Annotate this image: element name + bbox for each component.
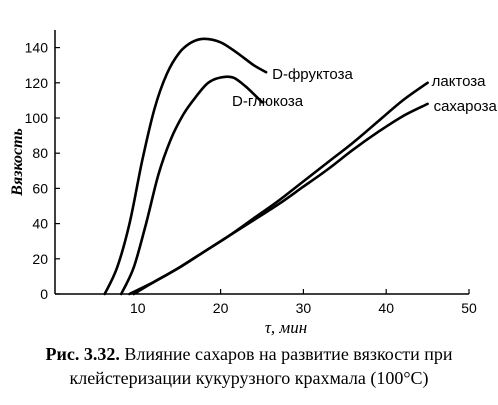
x-tick-label: 40 <box>378 300 394 316</box>
series-label-sucrose: сахароза <box>434 98 498 115</box>
series-label-d-fructose: D-фруктоза <box>272 66 353 83</box>
series-line-d-glucose <box>119 75 264 296</box>
caption-figure-number: Рис. 3.32. <box>45 344 120 364</box>
caption-line-1: Рис. 3.32. Влияние сахаров на развитие в… <box>0 342 498 366</box>
series-lines <box>103 37 429 296</box>
series-labels: D-фруктоза D-глюкоза лактоза сахароза <box>232 66 498 115</box>
y-tick-label: 20 <box>32 251 48 267</box>
y-tick-label: 0 <box>40 286 48 302</box>
y-tick-label: 60 <box>32 180 48 196</box>
x-tick-label: 30 <box>296 300 312 316</box>
series-label-d-glucose: D-глюкоза <box>232 93 304 110</box>
series-label-lactose: лактоза <box>432 73 487 90</box>
axes: 10 20 30 40 50 0 20 40 60 80 100 120 140 τ, мин Вязкос… <box>9 30 477 337</box>
caption-line-2: клейстеризации кукурузного крахмала (100… <box>69 368 429 388</box>
x-tick-label: 10 <box>130 300 146 316</box>
figure-caption: Рис. 3.32. Влияние сахаров на развитие в… <box>0 342 498 390</box>
viscosity-chart: 10 20 30 40 50 0 20 40 60 80 100 120 140 τ, мин Вязкос… <box>9 30 498 337</box>
series-line-sucrose <box>132 102 429 296</box>
x-tick-label: 20 <box>213 300 229 316</box>
y-tick-label: 100 <box>25 110 49 126</box>
x-tick-label: 50 <box>461 300 477 316</box>
y-tick-label: 40 <box>32 216 48 232</box>
y-tick-label: 140 <box>25 40 49 56</box>
y-tick-label: 80 <box>32 145 48 161</box>
series-line-lactose <box>128 81 429 296</box>
caption-text-1: Влияние сахаров на развитие вязкости при <box>124 344 453 364</box>
y-tick-label: 120 <box>25 75 49 91</box>
x-axis-label: τ, мин <box>265 318 307 337</box>
y-axis-label: Вязкость <box>9 128 26 197</box>
series-line-d-fructose <box>103 37 268 296</box>
